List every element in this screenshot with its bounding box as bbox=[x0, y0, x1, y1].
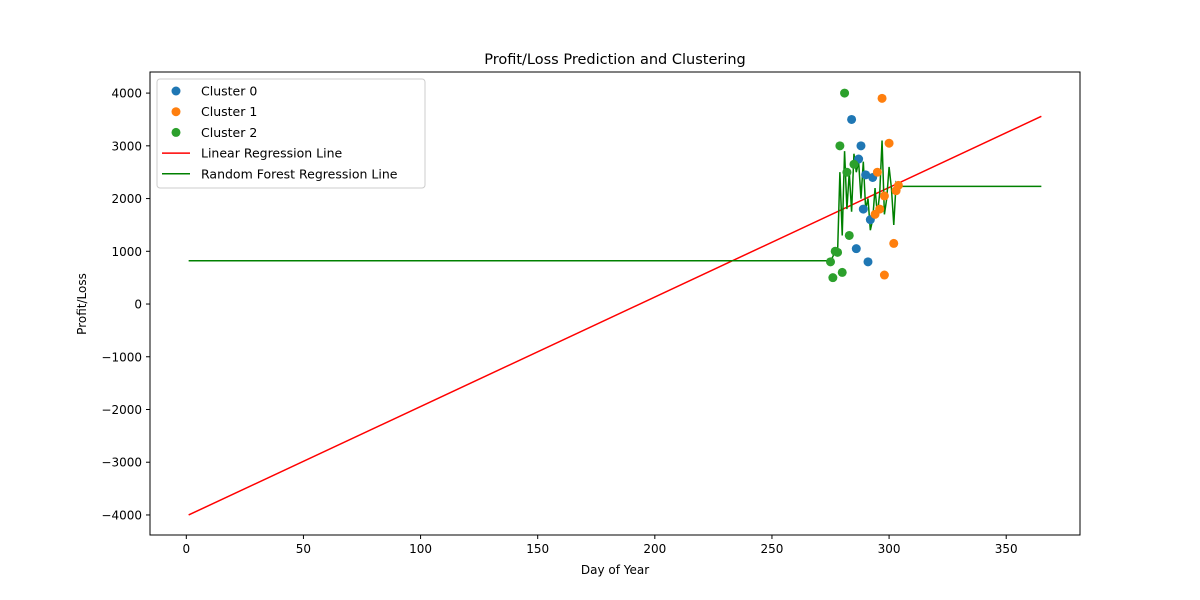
y-tick-label: −4000 bbox=[101, 508, 142, 522]
cluster-1-point bbox=[877, 93, 887, 103]
cluster-1-legend-label: Cluster 1 bbox=[201, 104, 257, 119]
x-axis-label: Day of Year bbox=[581, 563, 649, 577]
x-tick-label: 50 bbox=[296, 542, 311, 556]
cluster-2-point bbox=[835, 141, 845, 151]
cluster-0-legend-swatch bbox=[171, 86, 181, 96]
cluster-2-point bbox=[840, 88, 850, 98]
chart-title: Profit/Loss Prediction and Clustering bbox=[484, 52, 746, 68]
cluster-1-point bbox=[893, 180, 903, 190]
y-tick-label: −3000 bbox=[101, 456, 142, 470]
plot-frame bbox=[149, 71, 1081, 536]
y-tick-label: 1000 bbox=[111, 245, 142, 259]
cluster-0-point bbox=[863, 257, 873, 267]
random-forest-regression-line-legend-label: Random Forest Regression Line bbox=[201, 166, 398, 181]
cluster-0-point bbox=[851, 244, 861, 254]
cluster-1-point bbox=[872, 167, 882, 177]
cluster-2-point bbox=[844, 230, 854, 240]
y-tick-label: −1000 bbox=[101, 350, 142, 364]
cluster-2-point bbox=[849, 159, 859, 169]
cluster-1-point bbox=[879, 191, 889, 201]
x-tick-label: 300 bbox=[878, 542, 901, 556]
x-tick-label: 350 bbox=[995, 542, 1018, 556]
cluster-2-legend-label: Cluster 2 bbox=[201, 125, 257, 140]
random-forest-regression-line-line bbox=[188, 140, 1042, 262]
x-tick-label: 250 bbox=[760, 542, 783, 556]
y-tick-label: 2000 bbox=[111, 192, 142, 206]
cluster-2-point bbox=[833, 247, 843, 257]
y-tick-label: 3000 bbox=[111, 139, 142, 153]
cluster-2-point bbox=[837, 267, 847, 277]
cluster-2-point bbox=[826, 257, 836, 267]
legend-box bbox=[156, 78, 426, 189]
y-tick-label: 4000 bbox=[111, 87, 142, 101]
cluster-2-point bbox=[828, 273, 838, 283]
cluster-0-point bbox=[861, 170, 871, 180]
points-layer bbox=[826, 88, 903, 283]
x-tick-label: 150 bbox=[526, 542, 549, 556]
y-axis: −4000 −3000 −2000 −1000 0 1000 2000 3000 4000 bbox=[101, 87, 150, 522]
cluster-0-point bbox=[858, 204, 868, 214]
linear-regression-line-legend-label: Linear Regression Line bbox=[201, 146, 343, 161]
cluster-0-legend-label: Cluster 0 bbox=[201, 84, 257, 99]
cluster-1-point bbox=[879, 270, 889, 280]
cluster-0-point bbox=[847, 114, 857, 124]
x-tick-label: 200 bbox=[643, 542, 666, 556]
y-tick-label: −2000 bbox=[101, 403, 142, 417]
cluster-1-point bbox=[889, 238, 899, 248]
cluster-2-point bbox=[842, 167, 852, 177]
cluster-1-point bbox=[870, 209, 880, 219]
cluster-2-legend-swatch bbox=[171, 127, 181, 137]
x-axis: 0 50 100 150 200 250 300 350 bbox=[182, 535, 1018, 556]
x-tick-label: 0 bbox=[182, 542, 190, 556]
legend: Cluster 0 Cluster 1 Cluster 2 Linear Regres… bbox=[156, 78, 426, 189]
cluster-0-point bbox=[856, 141, 866, 151]
y-axis-label: Profit/Loss bbox=[75, 273, 89, 335]
plot-area bbox=[188, 88, 1042, 516]
y-tick-label: 0 bbox=[134, 298, 142, 312]
x-tick-label: 100 bbox=[409, 542, 432, 556]
cluster-1-point bbox=[884, 138, 894, 148]
cluster-1-legend-swatch bbox=[171, 107, 181, 117]
